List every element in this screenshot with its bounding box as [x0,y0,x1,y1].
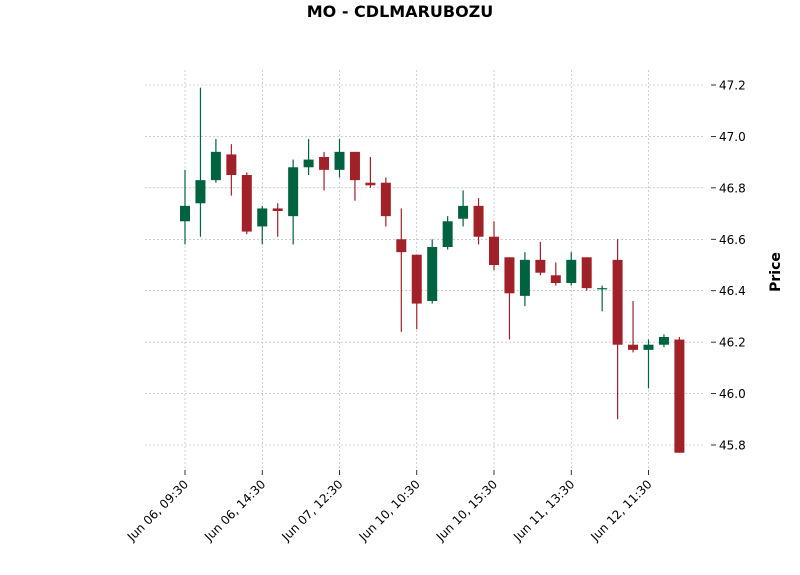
y-tick-label: 46.0 [719,387,746,401]
x-tick-label: Jun 11, 13:30 [510,477,577,544]
candle [504,257,515,340]
candle [288,159,299,245]
x-axis: Jun 06, 09:30 Jun 06, 14:30 Jun 07, 12:30 J… [124,470,655,544]
candle [349,151,360,201]
candle [319,151,330,191]
candle [550,262,561,286]
y-tick-label: 45.8 [719,439,746,453]
candle [180,169,190,245]
candle [519,252,530,307]
y-tick-label: 46.6 [719,233,746,247]
candle-body [272,208,283,211]
candle [241,172,252,235]
x-tick-label: Jun 06, 14:30 [201,477,268,544]
candle [365,157,376,188]
candle-body [303,159,314,168]
candle-body [442,221,453,247]
candle [535,241,546,276]
candle [427,239,438,304]
candle [303,139,314,175]
candle [581,257,592,291]
candle-body [519,259,530,296]
y-axis: 45.8 46.0 46.2 46.4 46.6 46.8 47.0 47.2 [711,79,746,453]
candle-body [257,208,268,227]
candle [473,198,484,245]
candle-body [288,167,299,217]
candle-body [550,275,561,283]
x-tick-label: Jun 07, 12:30 [278,477,345,544]
x-tick-label: Jun 06, 09:30 [124,477,191,544]
y-tick-label: 46.2 [719,336,746,350]
candle-body [226,154,237,175]
candle-body [365,182,376,186]
candle-body [535,259,546,273]
y-axis-label: Price [768,252,784,292]
candle-body [612,259,623,345]
candle-body [349,151,360,181]
candle-body [319,157,330,170]
y-tick-label: 47.2 [719,79,746,93]
candle [442,216,453,250]
y-tick-label: 46.8 [719,181,746,195]
candle-body [180,205,190,222]
candle [612,239,623,420]
candle [210,139,221,183]
candle-body [658,337,669,345]
candle [628,301,639,353]
candles [180,87,685,453]
y-tick-label: 46.4 [719,284,746,298]
candle-body [210,151,221,181]
candle-body [597,288,608,290]
candle-body [458,205,469,219]
candle-body [674,339,685,453]
candle-body [566,259,577,283]
candle-body [411,254,422,304]
candle [458,190,469,227]
candle [380,177,391,227]
candle [257,205,268,245]
candle-body [643,344,654,350]
candle-body [504,257,515,294]
y-tick-label: 47.0 [719,130,746,144]
candle [674,337,685,453]
x-tick-label: Jun 10, 15:30 [433,477,500,544]
candle [272,203,283,237]
candle [411,254,422,330]
candle-body [380,182,391,217]
candle-body [241,175,252,232]
candle [195,87,206,237]
candle [489,221,499,271]
x-tick-label: Jun 10, 10:30 [356,477,423,544]
candle-body [195,180,206,204]
candle-body [427,247,438,301]
candle [334,139,345,178]
chart-title: MO - CDLMARUBOZU [307,2,494,21]
candle [566,252,577,286]
candle [643,339,654,389]
candle-body [489,236,499,265]
candle-body [473,205,484,237]
candle-body [396,239,407,253]
grid [145,70,705,470]
x-tick-label: Jun 12, 11:30 [587,477,654,544]
candle [658,334,669,348]
candle [226,144,237,196]
candle-body [581,257,592,289]
candle-body [628,344,639,350]
candle [597,285,608,312]
candle [396,208,407,332]
candle-body [334,151,345,170]
